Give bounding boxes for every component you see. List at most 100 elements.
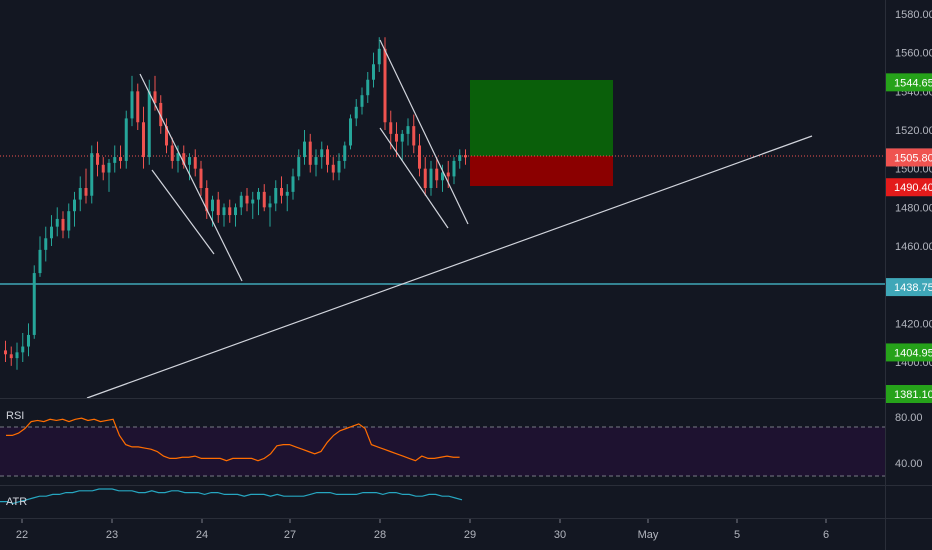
time-tick-label: May <box>638 529 659 541</box>
candle-body <box>228 207 232 216</box>
candle-body <box>257 191 260 200</box>
candle-body <box>326 149 329 165</box>
candle-body <box>446 172 450 177</box>
candle-body <box>458 155 462 161</box>
candle-body <box>199 168 203 188</box>
candle-body <box>308 141 312 165</box>
candle-body <box>182 153 186 165</box>
candle-body <box>464 155 467 158</box>
candle-body <box>170 145 174 161</box>
candle-body <box>395 133 398 142</box>
time-tick-label: 27 <box>284 529 296 541</box>
channel-line-1b[interactable] <box>151 169 215 255</box>
candle-body <box>222 207 226 216</box>
candle-body <box>452 160 456 177</box>
candle-body <box>124 118 128 161</box>
candle-body <box>400 133 404 142</box>
candle-body <box>90 153 94 196</box>
candle-body <box>9 354 13 359</box>
candle-body <box>406 126 410 134</box>
candle-body <box>136 91 140 123</box>
candle-body <box>429 168 433 188</box>
candle-body <box>130 91 134 119</box>
candle-body <box>366 79 370 96</box>
price-tag: 1490.40 <box>886 178 932 197</box>
candle-body <box>61 218 65 231</box>
candle-body <box>44 238 48 250</box>
candle-body <box>343 145 347 161</box>
candle-body <box>15 352 19 359</box>
candle-body <box>418 145 421 169</box>
candle-body <box>188 157 191 165</box>
time-tick-label: 24 <box>196 529 208 541</box>
position-stop-zone[interactable] <box>470 156 613 186</box>
candle-body <box>349 118 352 146</box>
candle-body <box>193 157 197 169</box>
price-tag-label: 1438.75 <box>894 282 932 294</box>
candle-body <box>84 188 88 196</box>
position-target-zone[interactable] <box>470 80 613 156</box>
candle-body <box>67 211 71 231</box>
candle-body <box>262 191 266 208</box>
candlestick-series[interactable] <box>4 37 467 370</box>
candle-body <box>360 95 364 107</box>
price-tag-label: 1505.80 <box>894 152 932 164</box>
candle-body <box>153 91 157 103</box>
price-tags: 1544.651505.851505.801490.401438.751404.… <box>886 73 932 403</box>
candle-body <box>32 273 36 335</box>
time-tick-label: 5 <box>734 529 740 541</box>
candle-body <box>377 48 381 65</box>
time-tick-label: 30 <box>554 529 566 541</box>
candle-body <box>73 199 76 212</box>
candle-body <box>38 249 42 274</box>
candle-body <box>205 188 209 212</box>
candle-body <box>159 102 163 127</box>
candle-body <box>297 157 301 177</box>
price-tick-label: 1420.00 <box>895 318 932 330</box>
rsi-band <box>0 427 885 476</box>
candle-body <box>119 157 122 161</box>
candle-body <box>303 141 306 158</box>
candle-body <box>354 106 358 119</box>
candle-body <box>412 126 416 146</box>
trend-lines[interactable] <box>86 39 813 399</box>
price-tag-label: 1490.40 <box>894 182 932 194</box>
candle-body <box>314 157 318 165</box>
price-tick-label: 1500.00 <box>895 164 932 176</box>
price-tag: 1544.65 <box>886 73 932 92</box>
atr-label: ATR <box>6 496 27 508</box>
channel-line-1a[interactable] <box>139 73 243 282</box>
price-tag-label: 1381.10 <box>894 389 932 401</box>
price-tag: 1438.75 <box>886 278 932 297</box>
candle-body <box>113 157 117 163</box>
price-tick-label: 1460.00 <box>895 241 932 253</box>
candle-body <box>372 64 375 80</box>
candle-body <box>21 346 25 353</box>
candle-body <box>320 149 324 158</box>
channel-line-2b[interactable] <box>379 127 449 229</box>
rsi-line[interactable] <box>6 417 460 462</box>
atr-line[interactable] <box>0 488 463 505</box>
candle-body <box>216 199 220 216</box>
time-tick-label: 29 <box>464 529 476 541</box>
ascending-trendline[interactable] <box>86 135 813 399</box>
time-axis[interactable]: 22 23 24 27 28 29 30 May 5 6 <box>16 519 829 541</box>
rsi-axis[interactable]: 80.00 40.00 <box>895 412 923 470</box>
candle-body <box>142 122 145 158</box>
candle-body <box>285 191 289 196</box>
candle-body <box>291 176 295 192</box>
candle-body <box>55 218 59 227</box>
candle-body <box>107 162 111 173</box>
candle-body <box>383 48 387 123</box>
candle-body <box>251 199 255 204</box>
price-tag-label: 1404.95 <box>894 347 932 359</box>
time-tick-label: 28 <box>374 529 386 541</box>
time-tick-label: 23 <box>106 529 118 541</box>
time-tick-label: 6 <box>823 529 829 541</box>
candle-body <box>78 188 82 200</box>
candle-body <box>435 168 439 181</box>
candle-body <box>4 350 7 355</box>
channel-line-2a[interactable] <box>379 39 469 225</box>
candle-body <box>176 153 180 161</box>
